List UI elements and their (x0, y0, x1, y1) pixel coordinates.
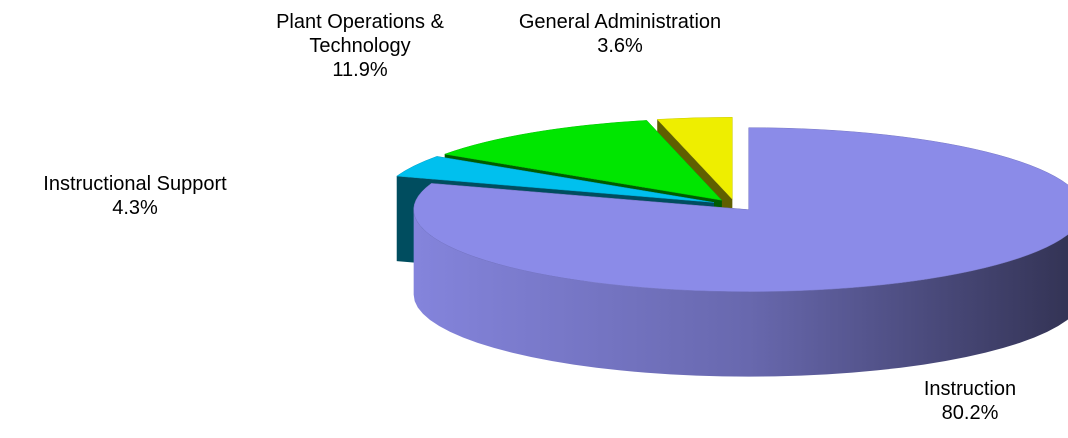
slice-label: Instructional Support 4.3% (5, 172, 265, 220)
slice-side (413, 209, 1068, 377)
category-label: Instructional Support (43, 173, 227, 195)
slice (413, 127, 1068, 292)
category-label: Instruction (923, 378, 1017, 400)
slice-label: Plant Operations & Technology 11.9% (255, 10, 465, 82)
value-label: 80.2% (941, 402, 999, 424)
slice (656, 117, 733, 200)
category-label: Plant Operations & Technology (276, 11, 444, 57)
category-label: General Administration (518, 11, 722, 33)
slice (396, 156, 715, 203)
value-label: 4.3% (112, 197, 158, 219)
slice (443, 120, 723, 201)
slice-label: Instruction 80.2% (890, 377, 1050, 425)
slice-label: General Administration 3.6% (490, 10, 750, 58)
value-label: 11.9% (332, 59, 388, 81)
value-label: 3.6% (597, 35, 643, 57)
